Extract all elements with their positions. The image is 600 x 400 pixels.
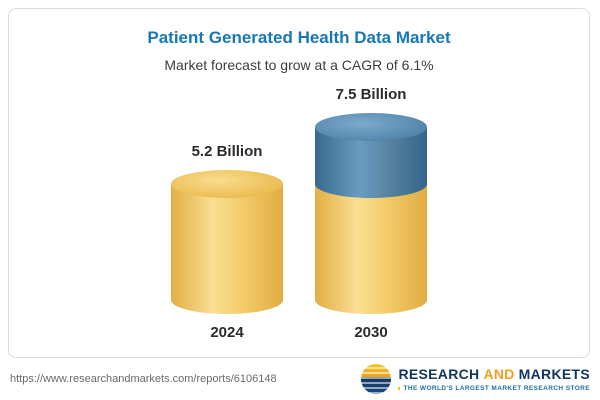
research-and-markets-logo: RESEARCH AND MARKETS THE WORLD'S LARGEST… — [361, 364, 590, 394]
logo-word-markets: MARKETS — [518, 366, 590, 382]
logo-text: RESEARCH AND MARKETS THE WORLD'S LARGEST… — [398, 366, 590, 392]
cylinder-2030 — [315, 112, 427, 314]
value-label-2030: 7.5 Billion — [335, 85, 407, 103]
logo-tagline-row: THE WORLD'S LARGEST MARKET RESEARCH STOR… — [398, 385, 590, 392]
cylinder-base-segment — [315, 184, 427, 314]
bar-group-2024: 5.2 Billion 2024 — [171, 143, 283, 341]
footer: https://www.researchandmarkets.com/repor… — [0, 358, 600, 400]
cylinder-2024 — [171, 170, 283, 314]
logo-globe-icon — [361, 364, 392, 394]
bar-group-2030: 7.5 Billion 2030 — [315, 85, 427, 341]
chart-title: Patient Generated Health Data Market — [147, 28, 451, 47]
cylinder-top-2030 — [315, 112, 427, 141]
source-url: https://www.researchandmarkets.com/repor… — [10, 373, 277, 385]
logo-word-and: AND — [483, 366, 515, 382]
cylinder-top-2024 — [171, 170, 283, 198]
chart-subtitle: Market forecast to grow at a CAGR of 6.1… — [164, 57, 434, 73]
category-label-2024: 2024 — [210, 324, 244, 341]
cylinder-base-segment — [171, 184, 283, 314]
bar-chart: 5.2 Billion 2024 7.5 Billion 2030 — [9, 85, 589, 341]
logo-tagline: THE WORLD'S LARGEST MARKET RESEARCH STOR… — [403, 385, 590, 392]
category-label-2030: 2030 — [354, 324, 388, 341]
logo-word-research: RESEARCH — [398, 366, 480, 382]
chart-card: Patient Generated Health Data Market Mar… — [8, 8, 590, 358]
logo-wordmark: RESEARCH AND MARKETS — [398, 366, 590, 382]
value-label-2024: 5.2 Billion — [191, 143, 263, 160]
logo-accent-bar — [398, 387, 400, 390]
